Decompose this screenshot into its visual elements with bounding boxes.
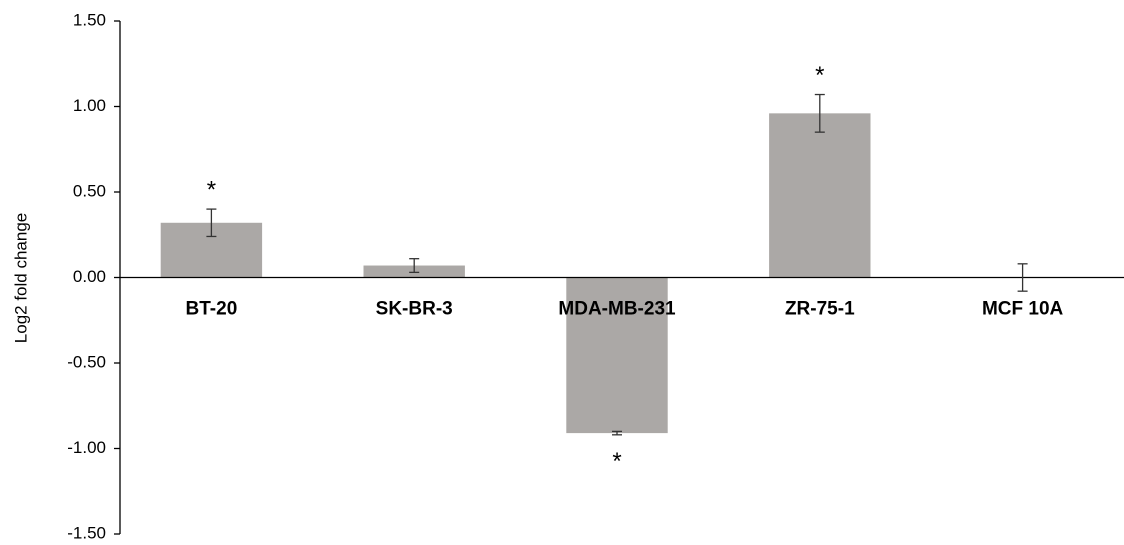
y-tick-label: -1.00 (67, 438, 106, 457)
y-tick-label: -0.50 (67, 352, 106, 371)
x-tick-label: MCF 10A (982, 299, 1064, 320)
y-tick-label: 0.50 (73, 181, 106, 200)
error-bar (1017, 263, 1028, 292)
significance-marker: * (612, 448, 621, 475)
error-bar (206, 208, 217, 238)
y-tick-label: -1.50 (67, 523, 106, 542)
x-tick-label: MDA-MB-231 (558, 299, 676, 320)
error-bar (409, 258, 420, 274)
x-tick-label: SK-BR-3 (376, 299, 453, 320)
error-bar (814, 93, 825, 133)
significance-marker: * (815, 62, 824, 89)
x-tick-label: ZR-75-1 (785, 299, 855, 320)
y-axis-label: Log2 fold change (11, 213, 30, 343)
significance-marker: * (207, 176, 216, 203)
error-bar (612, 430, 622, 436)
y-tick-label: 1.50 (73, 10, 106, 29)
y-tick-label: 1.00 (73, 96, 106, 115)
bar (566, 277, 668, 434)
x-tick-label: BT-20 (186, 299, 238, 320)
y-tick-label: 0.00 (73, 267, 106, 286)
bar (769, 113, 871, 278)
